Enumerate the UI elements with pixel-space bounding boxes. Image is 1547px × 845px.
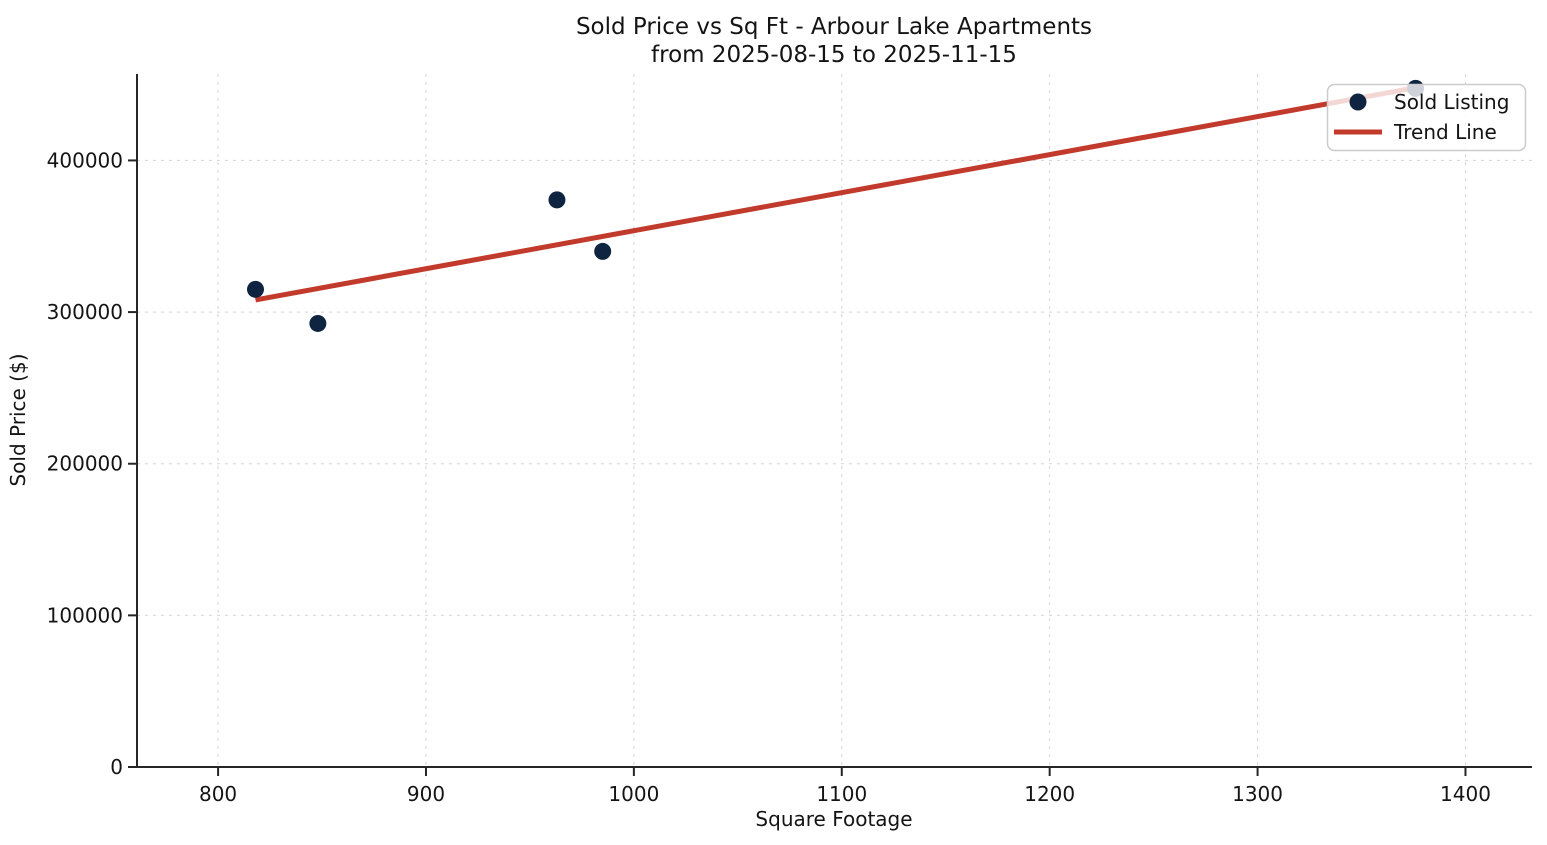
data-point	[309, 314, 327, 332]
y-axis-label: Sold Price ($)	[6, 353, 30, 486]
plot-data	[247, 79, 1425, 332]
data-point	[548, 191, 566, 209]
data-point	[594, 242, 612, 260]
legend: Sold Listing Trend Line	[1326, 83, 1527, 152]
gridlines	[137, 74, 1532, 768]
x-tick-label: 1400	[1440, 782, 1491, 806]
data-point	[247, 280, 265, 298]
y-tick-label: 200000	[47, 452, 123, 476]
chart-subtitle: from 2025-08-15 to 2025-11-15	[651, 42, 1017, 68]
y-tick-label: 0	[110, 755, 123, 779]
x-tick-label: 1200	[1024, 782, 1075, 806]
y-tick-label: 400000	[47, 148, 123, 172]
legend-label-sold-listing: Sold Listing	[1394, 90, 1509, 114]
legend-label-trend-line: Trend Line	[1393, 120, 1497, 144]
x-tick-label: 1100	[816, 782, 867, 806]
trend-line	[255, 85, 1417, 303]
x-tick-label: 800	[199, 782, 237, 806]
x-tick-label: 1300	[1232, 782, 1283, 806]
axes: 800 900 1000 1100 1200 1300 1400 0 100000 200000 3…	[47, 74, 1532, 806]
x-tick-label: 1000	[608, 782, 659, 806]
chart-title: Sold Price vs Sq Ft - Arbour Lake Apartm…	[576, 14, 1092, 40]
x-tick-label: 900	[407, 782, 445, 806]
x-axis-label: Square Footage	[755, 807, 912, 831]
sold-listing-marker-icon	[1349, 93, 1367, 111]
y-tick-label: 300000	[47, 300, 123, 324]
y-tick-label: 100000	[47, 603, 123, 627]
